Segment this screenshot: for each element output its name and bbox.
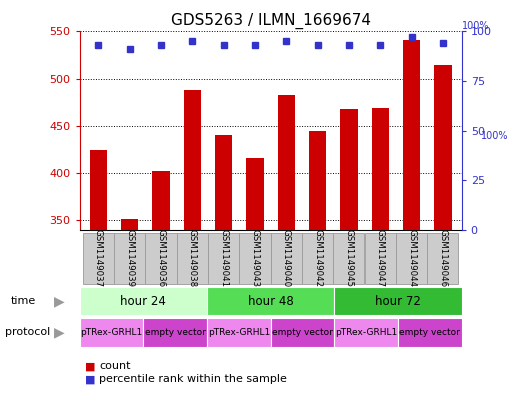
Bar	[427, 233, 459, 285]
Text: hour 48: hour 48	[248, 294, 293, 308]
Text: GSM1149037: GSM1149037	[94, 230, 103, 287]
Text: empty vector: empty vector	[272, 328, 333, 337]
Bar	[215, 136, 232, 230]
Text: hour 24: hour 24	[120, 294, 166, 308]
Text: pTRex-GRHL1: pTRex-GRHL1	[208, 328, 270, 337]
Bar	[152, 171, 170, 230]
Bar	[271, 233, 302, 285]
Bar	[176, 233, 208, 285]
Bar	[278, 95, 295, 230]
Bar	[334, 318, 398, 347]
Text: empty vector: empty vector	[400, 328, 460, 337]
Y-axis label: 100%: 100%	[481, 130, 508, 141]
Bar	[435, 64, 451, 230]
Bar	[80, 318, 143, 347]
Text: ■: ■	[85, 374, 95, 384]
Text: ■: ■	[85, 361, 95, 371]
Text: GSM1149047: GSM1149047	[376, 230, 385, 287]
Text: GSM1149038: GSM1149038	[188, 230, 197, 287]
Bar	[90, 150, 107, 230]
Bar	[83, 233, 114, 285]
Text: 100%: 100%	[462, 22, 489, 31]
Text: GSM1149040: GSM1149040	[282, 230, 291, 287]
Text: GSM1149042: GSM1149042	[313, 230, 322, 287]
Text: ▶: ▶	[54, 294, 64, 308]
Bar	[143, 318, 207, 347]
Text: pTRex-GRHL1: pTRex-GRHL1	[80, 328, 143, 337]
Bar	[80, 287, 207, 315]
Bar	[334, 287, 462, 315]
Text: percentile rank within the sample: percentile rank within the sample	[99, 374, 287, 384]
Bar	[114, 233, 145, 285]
Bar	[396, 233, 427, 285]
Text: GSM1149039: GSM1149039	[125, 230, 134, 287]
Title: GDS5263 / ILMN_1669674: GDS5263 / ILMN_1669674	[171, 13, 370, 29]
Bar	[145, 233, 176, 285]
Text: GSM1149044: GSM1149044	[407, 230, 416, 287]
Bar	[398, 318, 462, 347]
Text: GSM1149041: GSM1149041	[219, 230, 228, 287]
Bar	[365, 233, 396, 285]
Bar	[239, 233, 270, 285]
Bar	[333, 233, 365, 285]
Text: ▶: ▶	[54, 325, 64, 340]
Bar	[371, 108, 389, 230]
Bar	[207, 287, 334, 315]
Text: hour 72: hour 72	[375, 294, 421, 308]
Bar	[246, 158, 264, 230]
Text: pTRex-GRHL1: pTRex-GRHL1	[335, 328, 397, 337]
Text: protocol: protocol	[5, 327, 50, 338]
Bar	[403, 40, 420, 230]
Text: GSM1149046: GSM1149046	[439, 230, 447, 287]
Text: GSM1149043: GSM1149043	[250, 230, 260, 287]
Text: GSM1149045: GSM1149045	[344, 230, 353, 287]
Bar	[340, 109, 358, 230]
Text: time: time	[10, 296, 35, 306]
Bar	[302, 233, 333, 285]
Bar	[271, 318, 334, 347]
Bar	[208, 233, 239, 285]
Text: GSM1149036: GSM1149036	[156, 230, 166, 287]
Bar	[121, 219, 138, 230]
Text: empty vector: empty vector	[145, 328, 206, 337]
Bar	[207, 318, 271, 347]
Bar	[184, 90, 201, 230]
Bar	[309, 130, 326, 230]
Text: count: count	[99, 361, 130, 371]
